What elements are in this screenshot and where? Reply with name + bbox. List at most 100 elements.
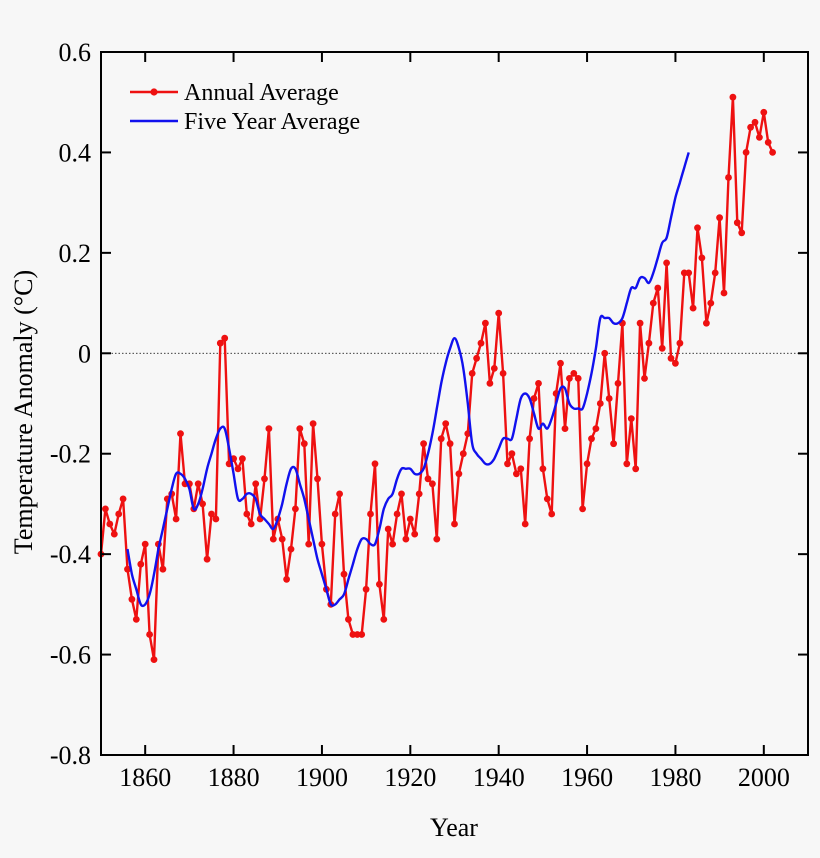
annual-point xyxy=(194,480,202,488)
annual-point xyxy=(221,334,229,342)
y-tick-label: 0.2 xyxy=(59,239,92,268)
annual-point xyxy=(574,375,582,382)
annual-point xyxy=(265,425,273,432)
annual-point xyxy=(486,380,494,387)
annual-point xyxy=(716,214,723,222)
annual-point xyxy=(583,460,591,468)
annual-point xyxy=(455,470,463,478)
annual-average-series xyxy=(97,93,776,663)
annual-point xyxy=(420,440,427,448)
annual-point xyxy=(504,460,511,468)
annual-point xyxy=(627,415,635,422)
annual-point xyxy=(269,535,277,543)
annual-point xyxy=(672,359,679,367)
annual-point xyxy=(314,475,321,483)
annual-point xyxy=(433,535,441,543)
annual-point xyxy=(424,475,432,483)
annual-point xyxy=(667,354,675,362)
annual-point xyxy=(561,425,569,432)
annual-point xyxy=(610,440,617,448)
annual-point xyxy=(566,375,573,382)
annual-point xyxy=(663,259,670,267)
annual-point xyxy=(362,585,370,593)
annual-point xyxy=(358,631,366,638)
y-axis-label: Temperature Anomaly (°C) xyxy=(9,270,38,554)
annual-point xyxy=(685,269,693,277)
annual-point xyxy=(398,490,405,498)
annual-point xyxy=(128,595,136,603)
annual-point xyxy=(380,616,388,623)
annual-point xyxy=(517,465,525,473)
y-tick-label: 0.4 xyxy=(59,138,92,167)
annual-point xyxy=(393,510,401,518)
annual-point xyxy=(437,435,445,443)
x-tick-label: 1980 xyxy=(649,763,701,792)
annual-point xyxy=(371,460,379,468)
annual-point xyxy=(601,349,609,357)
annual-point xyxy=(482,319,489,327)
annual-point xyxy=(649,299,657,307)
y-tick-label: 0 xyxy=(78,339,91,368)
legend-annual-label: Annual Average xyxy=(184,80,339,106)
annual-point xyxy=(216,339,224,347)
annual-point xyxy=(234,465,242,473)
annual-point xyxy=(769,149,776,156)
x-tick-label: 1940 xyxy=(473,763,525,792)
x-tick-label: 1860 xyxy=(119,763,171,792)
x-tick-label: 1880 xyxy=(208,763,260,792)
annual-point xyxy=(707,299,715,307)
annual-point xyxy=(645,339,653,347)
annual-point xyxy=(720,289,728,297)
annual-point xyxy=(331,510,339,518)
annual-point xyxy=(199,500,207,508)
annual-point xyxy=(623,460,631,468)
annual-point xyxy=(367,510,374,518)
annual-point xyxy=(340,570,348,578)
annual-point xyxy=(239,455,246,463)
annual-point xyxy=(252,480,260,488)
annual-point xyxy=(318,540,326,548)
annual-point xyxy=(208,510,215,518)
annual-point xyxy=(124,565,131,573)
annual-point xyxy=(172,515,180,523)
annual-point xyxy=(760,108,768,116)
annual-point xyxy=(508,450,516,458)
annual-point xyxy=(756,134,763,141)
annual-point xyxy=(596,400,604,407)
annual-point xyxy=(305,540,313,548)
annual-point xyxy=(548,510,556,518)
annual-point xyxy=(177,430,184,437)
annual-point xyxy=(451,520,458,528)
annual-point xyxy=(376,580,383,588)
annual-point xyxy=(530,395,538,402)
annual-point xyxy=(733,219,741,227)
annual-point xyxy=(159,565,167,573)
annual-point xyxy=(119,495,127,503)
annual-point xyxy=(384,525,392,533)
annual-point xyxy=(521,520,529,528)
annual-point xyxy=(243,510,251,518)
annual-point xyxy=(283,575,290,583)
x-tick-label: 1920 xyxy=(384,763,436,792)
annual-point xyxy=(473,354,480,362)
annual-point xyxy=(115,510,123,518)
y-tick-label: 0.6 xyxy=(59,38,92,67)
annual-point xyxy=(513,470,520,478)
annual-point xyxy=(495,309,503,317)
annual-point xyxy=(751,118,759,126)
annual-point xyxy=(725,174,732,181)
annual-point xyxy=(490,365,498,372)
annual-point xyxy=(106,520,114,528)
annual-point xyxy=(446,440,454,448)
annual-point xyxy=(212,515,220,523)
annual-point xyxy=(442,420,450,427)
annual-point xyxy=(287,545,295,553)
annual-point xyxy=(588,435,595,443)
x-tick-label: 1900 xyxy=(296,763,348,792)
y-tick-label: -0.6 xyxy=(50,641,91,670)
annual-point xyxy=(415,490,423,498)
annual-point xyxy=(468,370,476,377)
annual-point xyxy=(614,380,622,387)
annual-point xyxy=(203,555,211,563)
